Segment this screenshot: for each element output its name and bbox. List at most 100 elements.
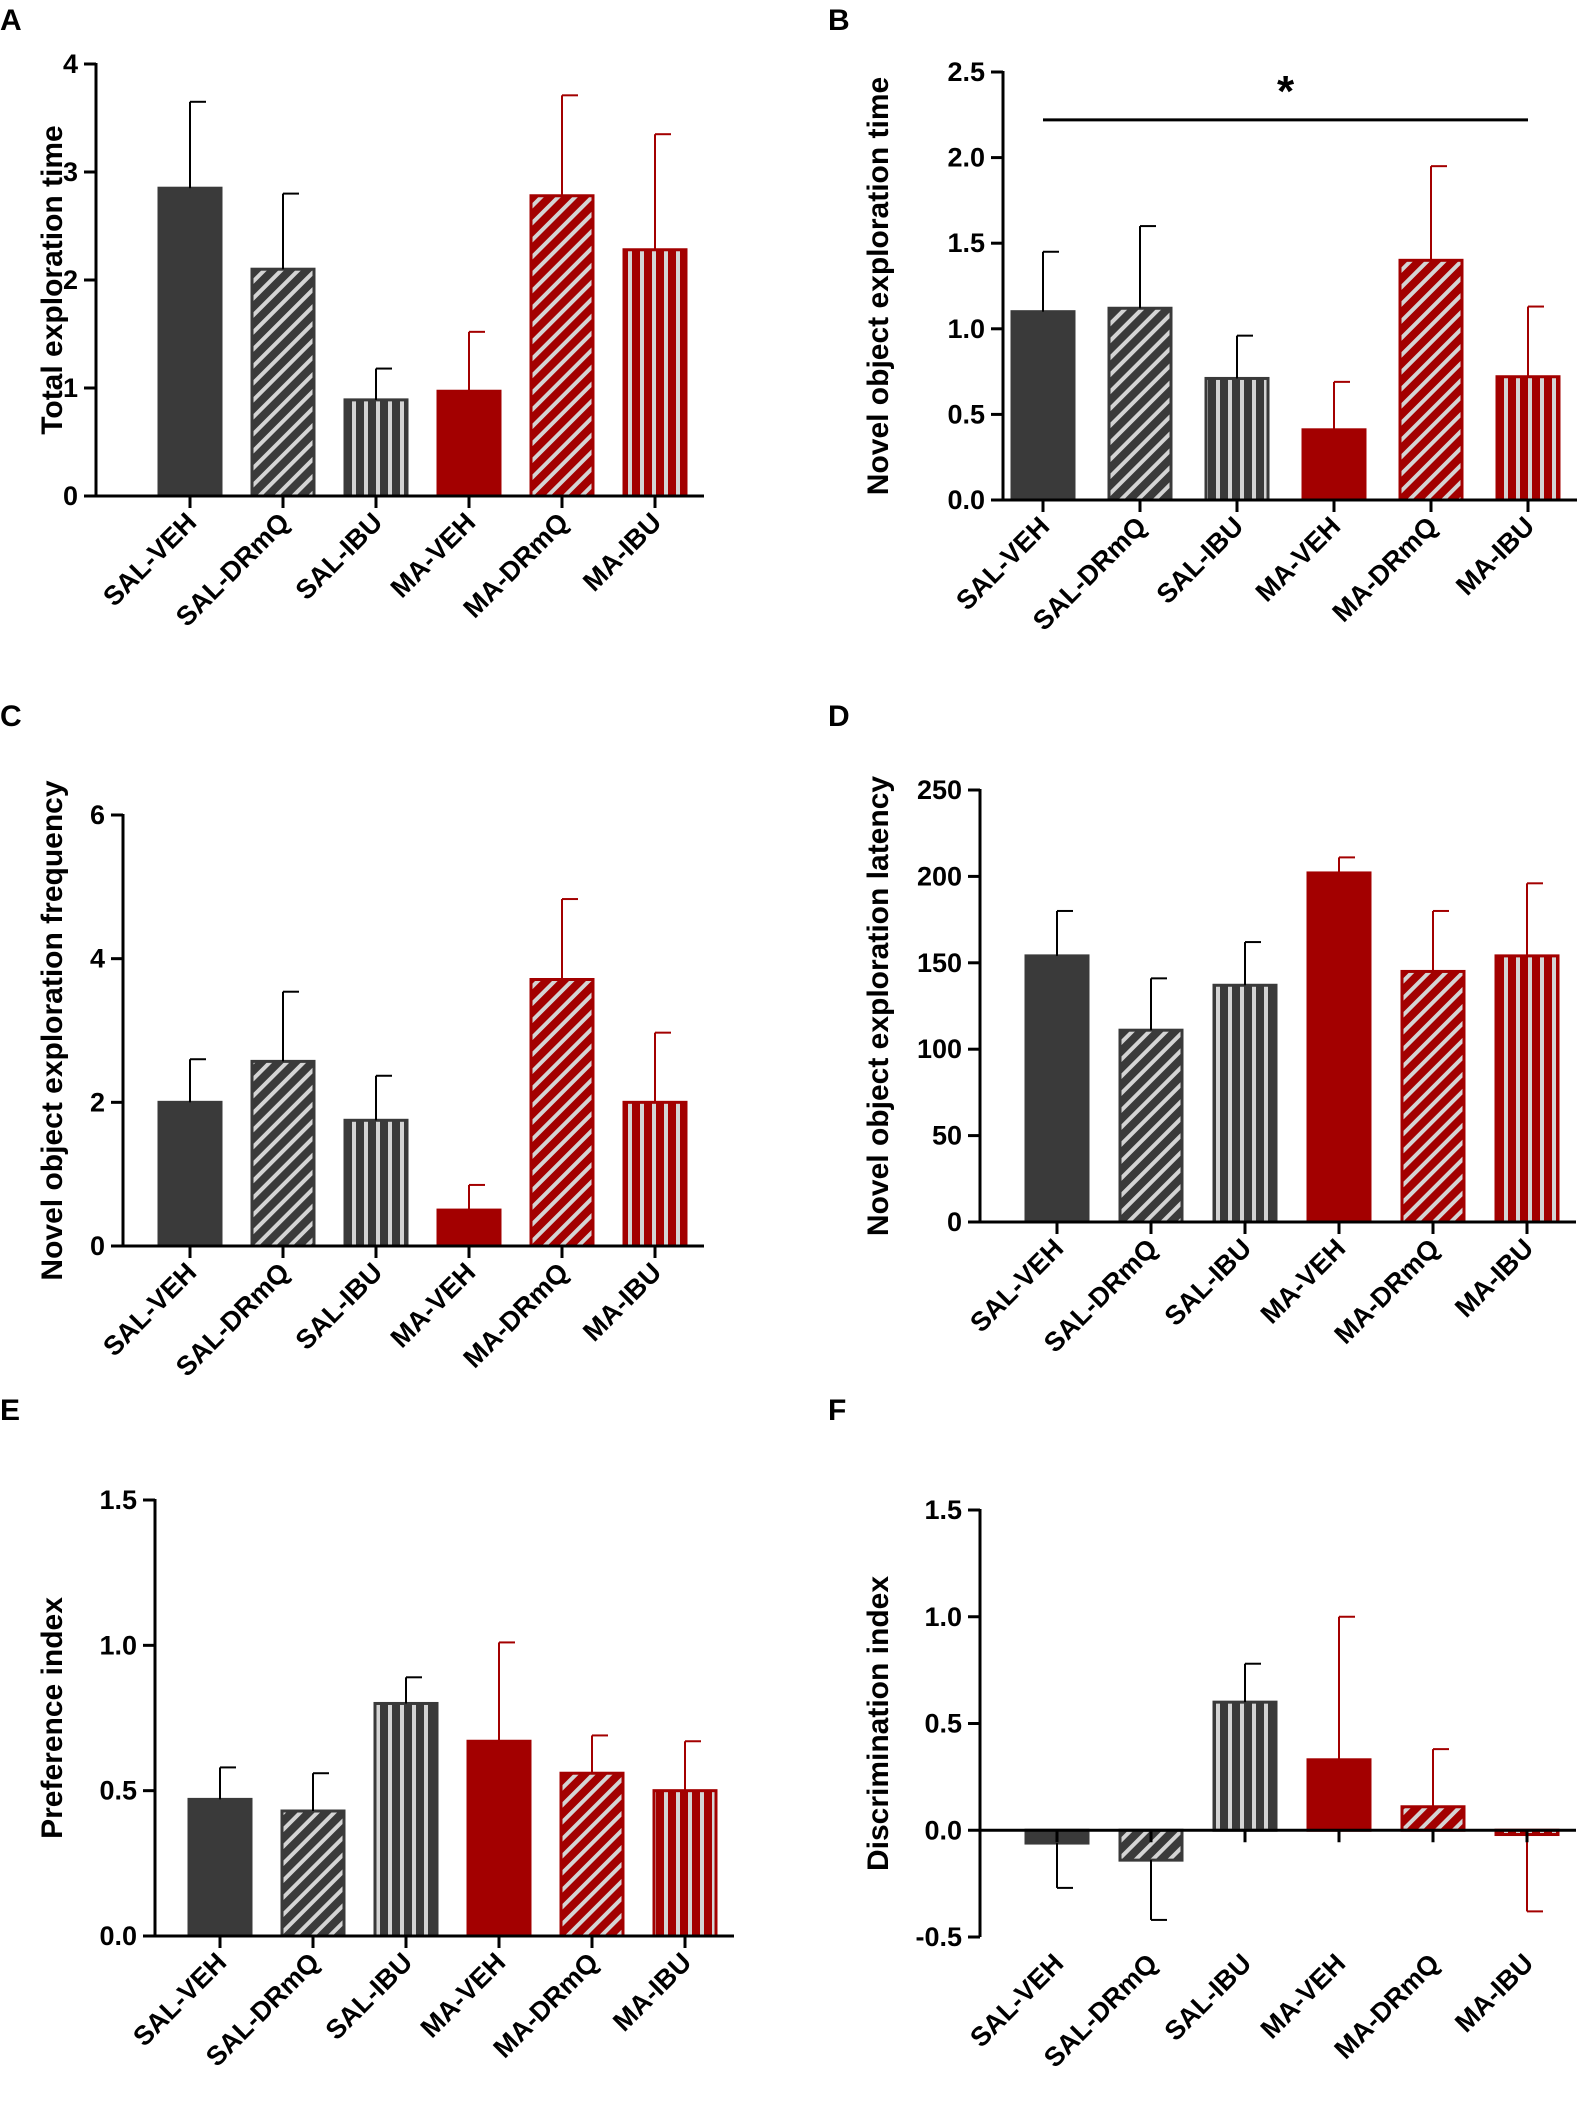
x-tick-label: MA-IBU [1449, 1948, 1539, 2038]
y-tick-label: 6 [90, 800, 105, 830]
y-tick-label: 0.0 [99, 1921, 137, 1951]
bar-ma-ibu [1495, 375, 1561, 502]
x-tick-label: SAL-VEH [950, 511, 1055, 616]
panel-letter: A [0, 4, 22, 37]
y-tick-label: 1 [63, 373, 78, 403]
bar-ma-drmq [529, 194, 595, 498]
x-tick-label: SAL-IBU [320, 1947, 419, 2046]
x-tick-label: SAL-IBU [1151, 511, 1250, 610]
y-tick-label: 100 [917, 1034, 962, 1064]
bar-sal-ibu [1212, 983, 1278, 1224]
x-tick-label: MA-IBU [577, 507, 667, 597]
bar-ma-drmq [1400, 1805, 1466, 1832]
x-tick-label: MA-VEH [1255, 1233, 1352, 1330]
y-axis-label: Novel object exploration latency [862, 776, 895, 1236]
y-tick-label: 0 [63, 481, 78, 511]
x-tick-label: MA-IBU [577, 1257, 667, 1347]
y-tick-label: 3 [63, 157, 78, 187]
y-tick-label: 1.5 [99, 1485, 137, 1515]
y-axis-label: Discrimination index [862, 1576, 895, 1871]
x-tick-label: SAL-IBU [290, 507, 389, 606]
y-tick-label: 0.5 [924, 1709, 962, 1739]
y-axis-label: Novel object exploration frequency [36, 780, 69, 1280]
x-tick-label: MA-IBU [1449, 1233, 1539, 1323]
bar-sal-ibu [1204, 376, 1270, 502]
bar-sal-ibu [1212, 1700, 1278, 1832]
bar-sal-ibu [343, 1118, 409, 1248]
y-tick-label: 200 [917, 861, 962, 891]
bar-ma-veh [436, 389, 502, 498]
bar-sal-veh [157, 1100, 223, 1248]
panel-letter: C [0, 700, 22, 733]
y-tick-label: 150 [917, 948, 962, 978]
bar-sal-veh [1024, 954, 1090, 1224]
panel-letter: F [828, 1394, 846, 1427]
y-tick-label: -0.5 [915, 1922, 962, 1952]
y-tick-label: 250 [917, 775, 962, 805]
chart-panel-c: C Novel object exploration frequency 0 2 4 6 S… [0, 700, 704, 1382]
panel-letter: E [0, 1394, 20, 1427]
bar-sal-drmq [280, 1809, 346, 1938]
bar-sal-drmq [1107, 306, 1173, 502]
y-axis-label: Novel object exploration time [862, 77, 895, 495]
bar-sal-veh [187, 1797, 253, 1938]
panel-letter: D [828, 700, 850, 733]
y-tick-label: 4 [63, 49, 78, 79]
y-tick-label: 0.0 [924, 1815, 962, 1845]
y-tick-label: 2 [63, 265, 78, 295]
bar-ma-ibu [622, 248, 688, 498]
bar-ma-ibu [1494, 954, 1560, 1224]
y-axis-label: Total exploration time [36, 125, 69, 434]
bar-sal-ibu [343, 398, 409, 498]
y-axis-label: Preference index [36, 1597, 69, 1839]
bar-sal-ibu [373, 1701, 439, 1938]
bar-sal-veh [1010, 310, 1076, 502]
y-tick-label: 1.0 [99, 1630, 137, 1660]
x-tick-label: MA-IBU [607, 1947, 697, 2037]
y-tick-label: 0.5 [99, 1776, 137, 1806]
bar-ma-veh [1301, 428, 1367, 502]
x-tick-label: MA-VEH [415, 1947, 512, 2044]
chart-panel-d: D Novel object exploration latency 0 50 100 1… [828, 700, 1576, 1358]
chart-panel-b: B Novel object exploration time 0.0 0.5 1.0 1… [828, 4, 1577, 636]
bar-ma-drmq [529, 977, 595, 1248]
y-tick-label: 0.5 [947, 399, 985, 429]
y-tick-label: 1.0 [947, 314, 985, 344]
y-tick-label: 0 [90, 1231, 105, 1261]
significance-label: * [1277, 67, 1295, 116]
x-tick-label: SAL-IBU [290, 1257, 389, 1356]
y-tick-label: 50 [932, 1121, 962, 1151]
x-tick-label: MA-VEH [385, 507, 482, 604]
x-tick-label: MA-IBU [1450, 511, 1540, 601]
x-tick-label: MA-VEH [1250, 511, 1347, 608]
y-tick-label: 1.5 [924, 1495, 962, 1525]
y-tick-label: 0 [947, 1207, 962, 1237]
bar-ma-ibu [622, 1100, 688, 1248]
chart-panel-f: F Discrimination index -0.5 0.0 0.5 1.0 1.5 SAL… [828, 1394, 1576, 2073]
bar-sal-drmq [1118, 1028, 1184, 1224]
bar-ma-veh [466, 1739, 532, 1938]
y-tick-label: 1.5 [947, 228, 985, 258]
bar-ma-drmq [559, 1771, 625, 1938]
bar-sal-drmq [250, 267, 316, 498]
bar-ma-drmq [1400, 969, 1466, 1224]
x-tick-label: MA-DRmQ [1327, 511, 1444, 628]
bar-ma-veh [1306, 871, 1372, 1224]
bar-sal-drmq [250, 1059, 316, 1248]
bar-ma-drmq [1398, 258, 1464, 502]
y-tick-label: 4 [90, 944, 105, 974]
y-tick-label: 0.0 [947, 485, 985, 515]
bar-ma-veh [436, 1208, 502, 1248]
bar-ma-veh [1306, 1758, 1372, 1832]
x-tick-label: MA-VEH [385, 1257, 482, 1354]
bar-sal-veh [157, 186, 223, 498]
bar-ma-ibu [652, 1789, 718, 1938]
y-tick-label: 1.0 [924, 1602, 962, 1632]
y-tick-label: 2.0 [947, 143, 985, 173]
x-tick-label: SAL-IBU [1159, 1948, 1258, 2047]
x-tick-label: SAL-IBU [1159, 1233, 1258, 1332]
y-tick-label: 2 [90, 1087, 105, 1117]
